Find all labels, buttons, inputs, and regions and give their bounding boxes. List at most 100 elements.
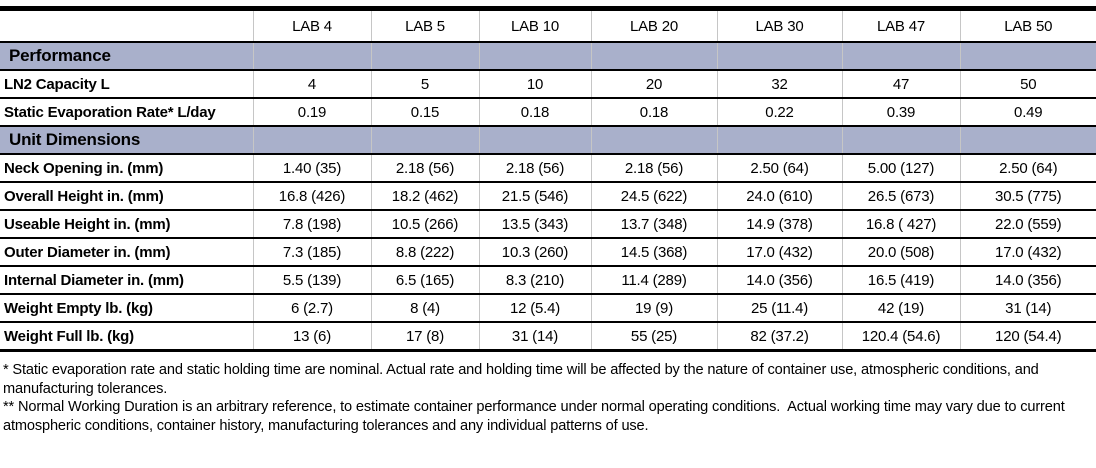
row-label: Useable Height in. (mm) bbox=[0, 209, 253, 238]
cell-value: 10.5 (266) bbox=[370, 209, 479, 238]
section-band-cell bbox=[716, 41, 842, 70]
section-band-cell bbox=[590, 41, 717, 70]
cell-value: 14.0 (356) bbox=[959, 265, 1096, 294]
cell-value: 2.18 (56) bbox=[478, 153, 591, 182]
cell-value: 26.5 (673) bbox=[841, 181, 960, 210]
cell-value: 0.22 bbox=[716, 97, 842, 126]
row-label: Neck Opening in. (mm) bbox=[0, 153, 253, 182]
column-header: LAB 4 bbox=[252, 8, 371, 42]
cell-value: 31 (14) bbox=[478, 321, 591, 351]
cell-value: 17.0 (432) bbox=[959, 237, 1096, 266]
column-header: LAB 47 bbox=[841, 8, 960, 42]
cell-value: 5 bbox=[370, 69, 479, 98]
cell-value: 0.18 bbox=[590, 97, 717, 126]
cell-value: 10 bbox=[478, 69, 591, 98]
cell-value: 20.0 (508) bbox=[841, 237, 960, 266]
cell-value: 7.3 (185) bbox=[252, 237, 371, 266]
cell-value: 0.39 bbox=[841, 97, 960, 126]
cell-value: 8.3 (210) bbox=[478, 265, 591, 294]
cell-value: 0.49 bbox=[959, 97, 1096, 126]
table-row: Static Evaporation Rate* L/day 0.19 0.15 0.… bbox=[0, 97, 1096, 126]
cell-value: 55 (25) bbox=[590, 321, 717, 351]
section-band-cell bbox=[716, 125, 842, 154]
column-header-row: LAB 4 LAB 5 LAB 10 LAB 20 LAB 30 LAB 47 LAB 50 bbox=[0, 8, 1096, 43]
footnotes-block: * Static evaporation rate and static hol… bbox=[0, 361, 1096, 435]
cell-value: 11.4 (289) bbox=[590, 265, 717, 294]
cell-value: 47 bbox=[841, 69, 960, 98]
row-label: Weight Full lb. (kg) bbox=[0, 321, 253, 351]
section-band-cell bbox=[370, 125, 479, 154]
section-title: Performance bbox=[0, 41, 253, 70]
footnote: * Static evaporation rate and static hol… bbox=[3, 362, 1043, 397]
cell-value: 13 (6) bbox=[252, 321, 371, 351]
cell-value: 42 (19) bbox=[841, 293, 960, 322]
cell-value: 19 (9) bbox=[590, 293, 717, 322]
table-row: Overall Height in. (mm) 16.8 (426) 18.2 (4… bbox=[0, 181, 1096, 210]
cell-value: 25 (11.4) bbox=[716, 293, 842, 322]
cell-value: 50 bbox=[959, 69, 1096, 98]
section-header-row: Unit Dimensions bbox=[0, 125, 1096, 154]
cell-value: 10.3 (260) bbox=[478, 237, 591, 266]
footnote: ** Normal Working Duration is an arbitra… bbox=[3, 399, 1069, 434]
section-title: Unit Dimensions bbox=[0, 125, 253, 154]
column-header: LAB 5 bbox=[370, 8, 479, 42]
cell-value: 21.5 (546) bbox=[478, 181, 591, 210]
cell-value: 82 (37.2) bbox=[716, 321, 842, 351]
cell-value: 2.18 (56) bbox=[370, 153, 479, 182]
section-band-cell bbox=[959, 125, 1096, 154]
cell-value: 2.18 (56) bbox=[590, 153, 717, 182]
spec-sheet: LAB 4 LAB 5 LAB 10 LAB 20 LAB 30 LAB 47 LAB 50… bbox=[0, 6, 1096, 435]
section-band-cell bbox=[478, 125, 591, 154]
cell-value: 2.50 (64) bbox=[959, 153, 1096, 182]
cell-value: 32 bbox=[716, 69, 842, 98]
section-band-cell bbox=[370, 41, 479, 70]
table-row: Internal Diameter in. (mm) 5.5 (139) 6.5 (… bbox=[0, 265, 1096, 294]
cell-value: 1.40 (35) bbox=[252, 153, 371, 182]
cell-value: 17.0 (432) bbox=[716, 237, 842, 266]
section-band-cell bbox=[590, 125, 717, 154]
table-row: Outer Diameter in. (mm) 7.3 (185) 8.8 (222… bbox=[0, 237, 1096, 266]
cell-value: 8 (4) bbox=[370, 293, 479, 322]
cell-value: 24.0 (610) bbox=[716, 181, 842, 210]
cell-value: 0.18 bbox=[478, 97, 591, 126]
table-row: LN2 Capacity L 4 5 10 20 32 47 50 bbox=[0, 69, 1096, 98]
cell-value: 120 (54.4) bbox=[959, 321, 1096, 351]
cell-value: 120.4 (54.6) bbox=[841, 321, 960, 351]
cell-value: 5.00 (127) bbox=[841, 153, 960, 182]
cell-value: 6 (2.7) bbox=[252, 293, 371, 322]
table-row: Useable Height in. (mm) 7.8 (198) 10.5 (26… bbox=[0, 209, 1096, 238]
row-label: Static Evaporation Rate* L/day bbox=[0, 97, 253, 126]
column-header: LAB 20 bbox=[590, 8, 717, 42]
cell-value: 14.0 (356) bbox=[716, 265, 842, 294]
cell-value: 5.5 (139) bbox=[252, 265, 371, 294]
section-band-cell bbox=[252, 125, 371, 154]
table-row: Weight Full lb. (kg) 13 (6) 17 (8) 31 (14) 5… bbox=[0, 321, 1096, 351]
cell-value: 20 bbox=[590, 69, 717, 98]
section-band-cell bbox=[252, 41, 371, 70]
section-band-cell bbox=[841, 41, 960, 70]
cell-value: 17 (8) bbox=[370, 321, 479, 351]
row-label: Overall Height in. (mm) bbox=[0, 181, 253, 210]
table-row: Weight Empty lb. (kg) 6 (2.7) 8 (4) 12 (5.4… bbox=[0, 293, 1096, 322]
cell-value: 12 (5.4) bbox=[478, 293, 591, 322]
row-label: LN2 Capacity L bbox=[0, 69, 253, 98]
cell-value: 13.7 (348) bbox=[590, 209, 717, 238]
row-label-header bbox=[0, 9, 253, 43]
cell-value: 16.8 (426) bbox=[252, 181, 371, 210]
spec-table-body: LAB 4 LAB 5 LAB 10 LAB 20 LAB 30 LAB 47 LAB 50… bbox=[0, 8, 1096, 351]
cell-value: 14.9 (378) bbox=[716, 209, 842, 238]
cell-value: 22.0 (559) bbox=[959, 209, 1096, 238]
column-header: LAB 30 bbox=[716, 8, 842, 42]
section-header-row: Performance bbox=[0, 41, 1096, 70]
cell-value: 16.8 ( 427) bbox=[841, 209, 960, 238]
cell-value: 8.8 (222) bbox=[370, 237, 479, 266]
cell-value: 24.5 (622) bbox=[590, 181, 717, 210]
cell-value: 0.19 bbox=[252, 97, 371, 126]
row-label: Weight Empty lb. (kg) bbox=[0, 293, 253, 322]
cell-value: 30.5 (775) bbox=[959, 181, 1096, 210]
cell-value: 31 (14) bbox=[959, 293, 1096, 322]
cell-value: 4 bbox=[252, 69, 371, 98]
section-band-cell bbox=[959, 41, 1096, 70]
cell-value: 14.5 (368) bbox=[590, 237, 717, 266]
section-band-cell bbox=[841, 125, 960, 154]
